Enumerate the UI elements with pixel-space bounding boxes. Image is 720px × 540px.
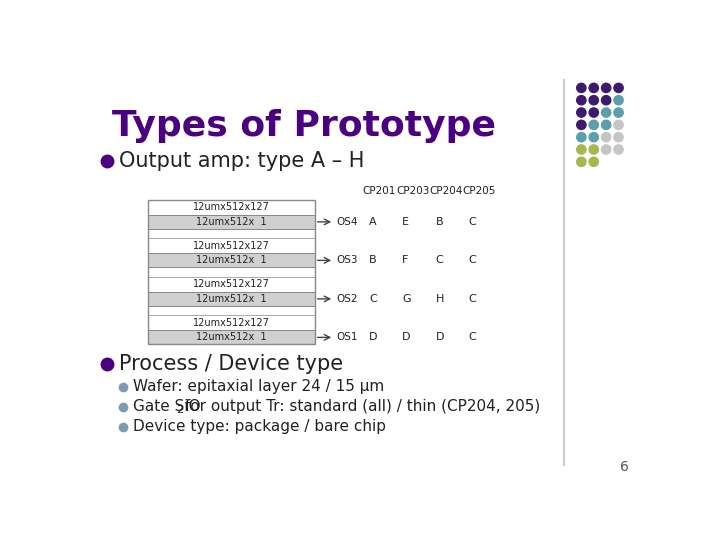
Text: C: C [468, 333, 476, 342]
Text: 12umx512x  1: 12umx512x 1 [196, 255, 266, 265]
Circle shape [614, 132, 624, 142]
Text: B: B [436, 217, 444, 227]
Text: Types of Prototype: Types of Prototype [112, 110, 495, 144]
Text: CP201: CP201 [363, 186, 396, 197]
Bar [148, 292, 315, 306]
Circle shape [614, 108, 624, 117]
Text: OS3: OS3 [336, 255, 358, 265]
Text: 6: 6 [620, 460, 629, 474]
Bar [148, 200, 315, 215]
Text: 12umx512x127: 12umx512x127 [193, 318, 270, 328]
Circle shape [589, 145, 598, 154]
Text: C: C [369, 294, 377, 304]
Text: for output Tr: standard (all) / thin (CP204, 205): for output Tr: standard (all) / thin (CP… [181, 399, 541, 414]
Circle shape [601, 108, 611, 117]
Circle shape [577, 120, 586, 130]
Bar [148, 200, 315, 345]
Circle shape [589, 120, 598, 130]
Text: C: C [468, 217, 476, 227]
Text: Wafer: epitaxial layer 24 / 15 μm: Wafer: epitaxial layer 24 / 15 μm [133, 379, 384, 394]
Text: CP205: CP205 [462, 186, 495, 197]
Bar [148, 253, 315, 267]
Circle shape [577, 157, 586, 166]
Text: 2: 2 [176, 405, 183, 415]
Text: F: F [402, 255, 409, 265]
Bar [148, 330, 315, 345]
Circle shape [601, 96, 611, 105]
Circle shape [601, 145, 611, 154]
Text: 12umx512x127: 12umx512x127 [193, 279, 270, 289]
Circle shape [589, 108, 598, 117]
Text: A: A [369, 217, 377, 227]
Text: Output amp: type A – H: Output amp: type A – H [120, 151, 365, 171]
Text: OS1: OS1 [336, 333, 358, 342]
Circle shape [577, 108, 586, 117]
Text: Gate SiO: Gate SiO [133, 399, 201, 414]
Text: D: D [402, 333, 411, 342]
Text: 12umx512x  1: 12umx512x 1 [196, 333, 266, 342]
Circle shape [601, 132, 611, 142]
Bar [148, 238, 315, 253]
Text: CP203: CP203 [396, 186, 430, 197]
Text: OS2: OS2 [336, 294, 358, 304]
Text: Device type: package / bare chip: Device type: package / bare chip [133, 419, 387, 434]
Text: OS4: OS4 [336, 217, 358, 227]
Circle shape [589, 83, 598, 92]
Circle shape [614, 96, 624, 105]
Text: B: B [369, 255, 377, 265]
Circle shape [614, 145, 624, 154]
Text: G: G [402, 294, 411, 304]
Text: CP204: CP204 [429, 186, 463, 197]
Circle shape [589, 96, 598, 105]
Circle shape [614, 120, 624, 130]
Text: 12umx512x127: 12umx512x127 [193, 202, 270, 212]
Circle shape [577, 96, 586, 105]
Bar [148, 215, 315, 229]
Text: Process / Device type: Process / Device type [120, 354, 343, 374]
Text: C: C [468, 294, 476, 304]
Circle shape [577, 145, 586, 154]
Text: E: E [402, 217, 410, 227]
Text: C: C [436, 255, 444, 265]
Circle shape [577, 83, 586, 92]
Circle shape [614, 83, 624, 92]
Circle shape [577, 132, 586, 142]
Bar [148, 315, 315, 330]
Text: D: D [369, 333, 377, 342]
Circle shape [589, 157, 598, 166]
Text: 12umx512x127: 12umx512x127 [193, 241, 270, 251]
Text: 12umx512x  1: 12umx512x 1 [196, 294, 266, 304]
Text: H: H [436, 294, 444, 304]
Circle shape [589, 132, 598, 142]
Text: D: D [436, 333, 444, 342]
Text: C: C [468, 255, 476, 265]
Text: 12umx512x  1: 12umx512x 1 [196, 217, 266, 227]
Circle shape [601, 120, 611, 130]
Circle shape [601, 83, 611, 92]
Bar [148, 276, 315, 292]
